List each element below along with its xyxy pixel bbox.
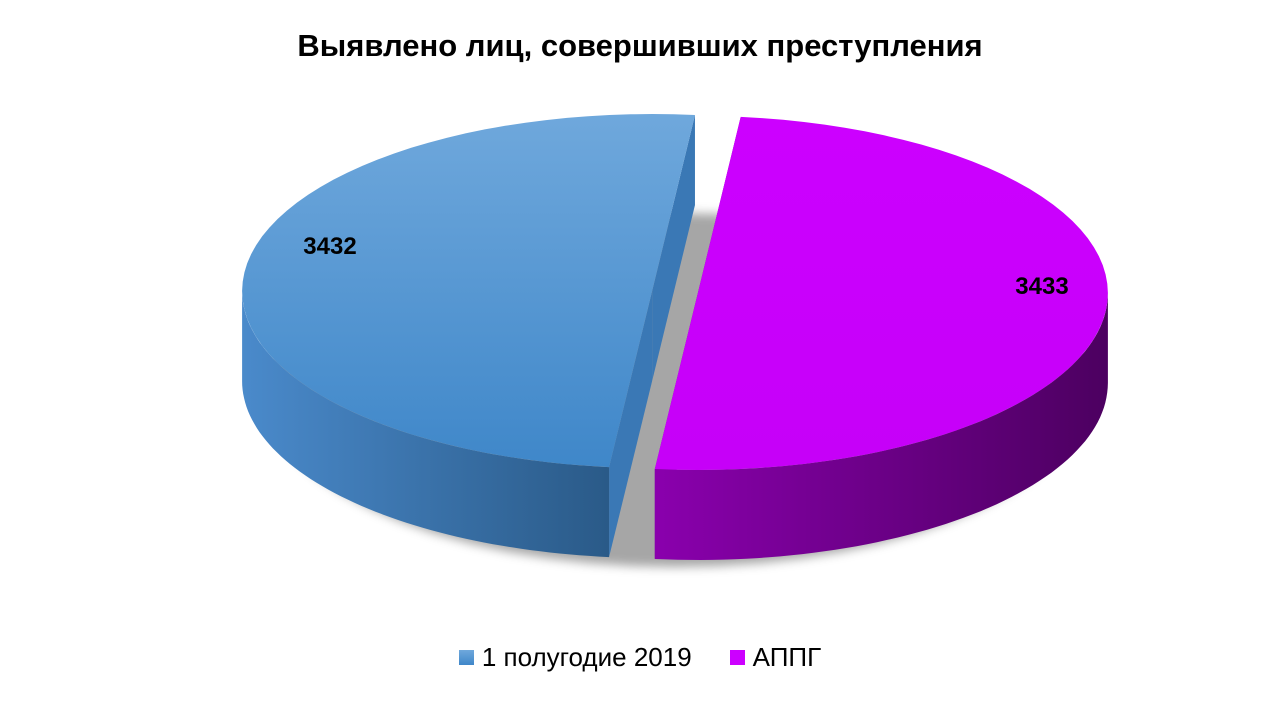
legend-swatch [729,650,745,665]
slice-top-0 [242,114,695,468]
legend-item: АППГ [729,642,822,673]
data-label-0: 3432 [303,233,356,260]
slice-side-0 [242,291,610,558]
slice-top-1 [654,116,1108,471]
slice-side-1 [654,293,1108,560]
legend-swatch [458,650,474,665]
legend-label: АППГ [752,642,822,672]
slice-cut-face-0-0 [652,115,695,382]
legend: 1 полугодие 2019 АППГ [0,642,1280,673]
legend-label: 1 полугодие 2019 [481,642,692,672]
legend-item: 1 полугодие 2019 [458,642,692,673]
data-label-1: 3433 [1015,273,1068,300]
chart-title: Выявлено лиц, совершивших преступления [297,28,983,63]
slice-cut-face-0-1 [609,291,653,558]
